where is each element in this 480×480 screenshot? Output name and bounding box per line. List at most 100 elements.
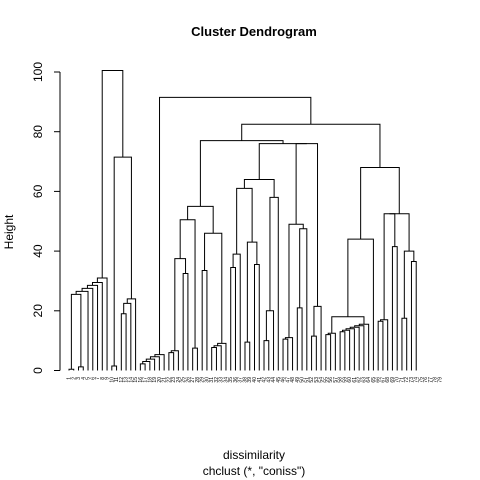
leaf-label: 74 [414,377,420,383]
leaf-label: 7 [95,377,101,380]
leaf-label: 65 [371,377,377,383]
leaf-label: 55 [323,377,329,383]
x-axis-subtitle: chclust (*, "coniss") [203,464,306,478]
leaf-label: 11 [114,377,120,382]
leaf-label: 47 [285,377,291,383]
leaf-label: 70 [395,377,401,383]
leaf-label: 28 [195,377,201,383]
dendrogram-branch [70,293,82,370]
leaf-label: 14 [128,377,134,383]
leaf-label: 37 [238,377,244,383]
dendrogram-branch [339,331,346,371]
leaf-label: 72 [404,377,410,383]
dendrogram-branch [126,298,137,371]
y-axis: 0 20 40 60 80 100 [31,62,61,374]
leaf-label: 62 [357,377,363,383]
dendrogram-branch [179,219,196,349]
leaf-label: 69 [390,377,396,383]
dendrogram-branch [288,223,304,338]
leaf-label: 35 [228,377,234,383]
dendrogram-branch [282,338,289,371]
leaf-label: 8 [100,377,106,380]
dendrogram-branch [230,267,236,371]
dendrogram-branch [410,261,417,371]
dendrogram-branch [168,352,175,371]
leaf-label: 64 [366,377,372,383]
leaf-label: 39 [247,377,253,383]
dendrogram-branch [258,143,307,180]
leaf-label: 6 [90,377,96,380]
leaf-label: 48 [290,377,296,383]
leaf-label: 71 [399,377,405,383]
leaf-label: 3 [76,377,82,380]
leaf-label: 45 [276,377,282,383]
leaf-label: 34 [223,377,229,383]
leaf-label: 79 [438,377,444,383]
leaf-label: 43 [266,377,272,383]
leaf-label: 24 [176,377,182,383]
leaf-label: 18 [147,377,153,383]
dendrogram-branch [246,241,258,343]
dendrogram-branch [311,335,317,371]
dendrogram-branch [217,342,227,371]
y-tick-label: 20 [31,304,45,318]
dendrogram-branch [192,347,198,371]
leaf-label: 23 [171,377,177,383]
leaf-label: 78 [433,377,439,383]
leaf-label: 58 [338,377,344,383]
dendrogram-branch [377,320,384,371]
dendrogram-branch [383,213,396,320]
dendrogram-branch [120,313,127,371]
leaf-label: 16 [138,377,144,383]
dendrogram-branch [325,334,332,371]
leaf-label: 68 [385,377,391,383]
leaf-label: 20 [157,377,163,383]
dendrogram-branch [211,347,217,371]
leaf-label: 41 [257,377,263,383]
dendrogram-branch [313,305,322,371]
dendrogram-branch [139,363,146,371]
leaf-label: 54 [319,377,325,383]
dendrogram-branch [327,332,336,371]
leaf-label: 25 [181,377,187,383]
y-axis-label: Height [2,214,16,249]
dendrogram-branch [241,123,381,168]
dendrogram-branch [174,258,187,351]
leaf-label: 67 [380,377,386,383]
leaf-label: 31 [209,377,215,383]
dendrogram-branch [358,323,370,371]
leaf-label: 61 [352,377,358,383]
dendrogram-branch [391,246,398,371]
dendrogram-branch [75,290,89,371]
leaf-label: 57 [333,377,339,383]
dendrogram-branch [341,329,351,371]
y-tick-label: 0 [31,367,45,374]
dendrogram-branch [91,281,103,371]
dendrogram-branch [145,358,156,371]
dendrogram-branch [101,70,124,278]
dendrogram-branch [284,337,294,371]
leaf-label: 38 [242,377,248,383]
dendrogram-branch [269,196,279,371]
leaf-label: 56 [328,377,334,383]
leaf-label: 19 [152,377,158,383]
dendrogram-branch [299,228,308,371]
leaf-label: 66 [376,377,382,383]
dendrogram-branches [68,70,417,371]
leaf-label: 63 [361,377,367,383]
leaf-label: 26 [185,377,191,383]
leaf-label: 52 [309,377,315,383]
leaf-label: 13 [124,377,130,383]
leaf-label: 33 [219,377,225,383]
leaf-label: 30 [204,377,210,383]
dendrogram-branch [263,340,270,371]
leaf-label: 10 [109,377,115,383]
dendrogram-branch [213,345,222,371]
y-tick-label: 60 [31,184,45,198]
dendrogram-branch [236,187,253,255]
dendrogram-branch [254,264,260,371]
dendrogram-branch [81,287,94,371]
leaf-label: 49 [295,377,301,383]
